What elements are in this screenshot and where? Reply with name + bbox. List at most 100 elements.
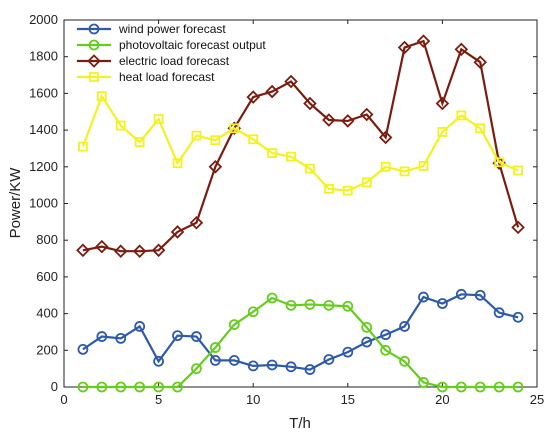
data-point (134, 381, 146, 393)
data-point (285, 299, 297, 311)
data-point (266, 292, 278, 304)
data-point (474, 289, 486, 301)
data-point (113, 244, 128, 258)
x-tick-label: 20 (435, 392, 449, 407)
data-point (191, 130, 202, 141)
data-point (151, 243, 166, 258)
data-point (494, 157, 505, 168)
data-point (132, 244, 147, 258)
data-point (96, 331, 108, 342)
series-line (82, 293, 519, 371)
legend-marker (88, 39, 100, 51)
legend-item-0: wind power forecast (77, 22, 226, 36)
x-axis-label: T/h (289, 415, 311, 432)
series-0 (77, 288, 524, 375)
legend-marker (88, 23, 100, 35)
data-point (76, 243, 90, 258)
data-point (170, 225, 185, 239)
y-tick-label: 800 (36, 232, 58, 247)
data-point (455, 381, 467, 393)
data-point (191, 331, 202, 342)
legend: wind power forecast photovoltaic forecast… (77, 22, 266, 84)
data-point (493, 381, 505, 393)
data-point (172, 158, 183, 169)
data-point (96, 381, 108, 393)
legend-label: heat load forecast (119, 70, 215, 84)
data-point (247, 306, 259, 318)
data-point (172, 381, 183, 393)
data-point (380, 161, 391, 172)
data-point (418, 160, 429, 171)
data-point (454, 42, 469, 57)
data-point (172, 330, 183, 342)
y-tick-label: 1600 (29, 85, 58, 100)
data-point (513, 165, 523, 176)
y-tick-label: 0 (51, 379, 58, 394)
data-point (228, 354, 240, 366)
data-point (511, 220, 525, 235)
y-tick-label: 600 (36, 269, 58, 284)
data-point (153, 114, 164, 124)
data-point (512, 381, 524, 393)
legend-label: electric load forecast (119, 54, 230, 68)
data-point (342, 300, 354, 312)
x-tick-label: 15 (341, 392, 355, 407)
data-point (210, 135, 221, 146)
data-point (378, 130, 393, 145)
data-point (397, 40, 412, 55)
data-point (229, 123, 240, 134)
data-point (474, 381, 486, 393)
legend-item-1: photovoltaic forecast output (77, 38, 266, 52)
data-point (418, 291, 429, 303)
data-point (209, 354, 221, 366)
y-tick-label: 1200 (29, 159, 58, 174)
data-point (323, 183, 334, 194)
y-tick-label: 200 (36, 342, 58, 357)
data-point (286, 151, 296, 162)
y-tick-label: 1400 (29, 122, 58, 137)
data-point (342, 346, 354, 358)
data-point (77, 343, 89, 355)
data-point (436, 381, 448, 393)
series-line (82, 39, 520, 253)
data-point (399, 355, 410, 367)
legend-item-3: heat load forecast (77, 70, 215, 84)
series-layer (76, 34, 525, 393)
y-tick-label: 400 (36, 306, 58, 321)
data-point (437, 127, 448, 137)
data-point (285, 361, 297, 373)
x-tick-label: 0 (60, 392, 67, 407)
data-point (380, 344, 392, 356)
data-point (359, 107, 374, 122)
data-point (246, 90, 260, 104)
data-point (153, 381, 165, 393)
data-point (134, 137, 145, 147)
data-point (380, 329, 392, 341)
data-point (456, 110, 467, 121)
x-tick-label: 10 (246, 392, 260, 407)
data-point (435, 96, 450, 111)
data-point (304, 364, 316, 375)
series-1 (77, 292, 524, 393)
data-point (399, 321, 410, 332)
data-point (247, 360, 259, 372)
data-point (361, 177, 372, 188)
plot-area (63, 19, 538, 388)
data-point (323, 299, 335, 311)
series-line (82, 296, 519, 389)
x-tick-label: 25 (530, 392, 544, 407)
data-point (191, 363, 202, 375)
data-point (323, 354, 335, 365)
data-point (96, 91, 107, 102)
data-point (209, 342, 221, 353)
legend-label: photovoltaic forecast output (119, 38, 266, 52)
data-point (78, 141, 88, 152)
y-tick-label: 1000 (29, 196, 58, 211)
x-axis: 0 5 10 15 20 25 (60, 20, 544, 407)
data-point (305, 163, 315, 174)
y-axis: 0 200 400 600 800 1000 1200 1400 1600 1800 2000 (29, 12, 537, 394)
data-point (208, 160, 223, 174)
legend-label: wind power forecast (118, 22, 226, 36)
data-point (115, 332, 127, 344)
